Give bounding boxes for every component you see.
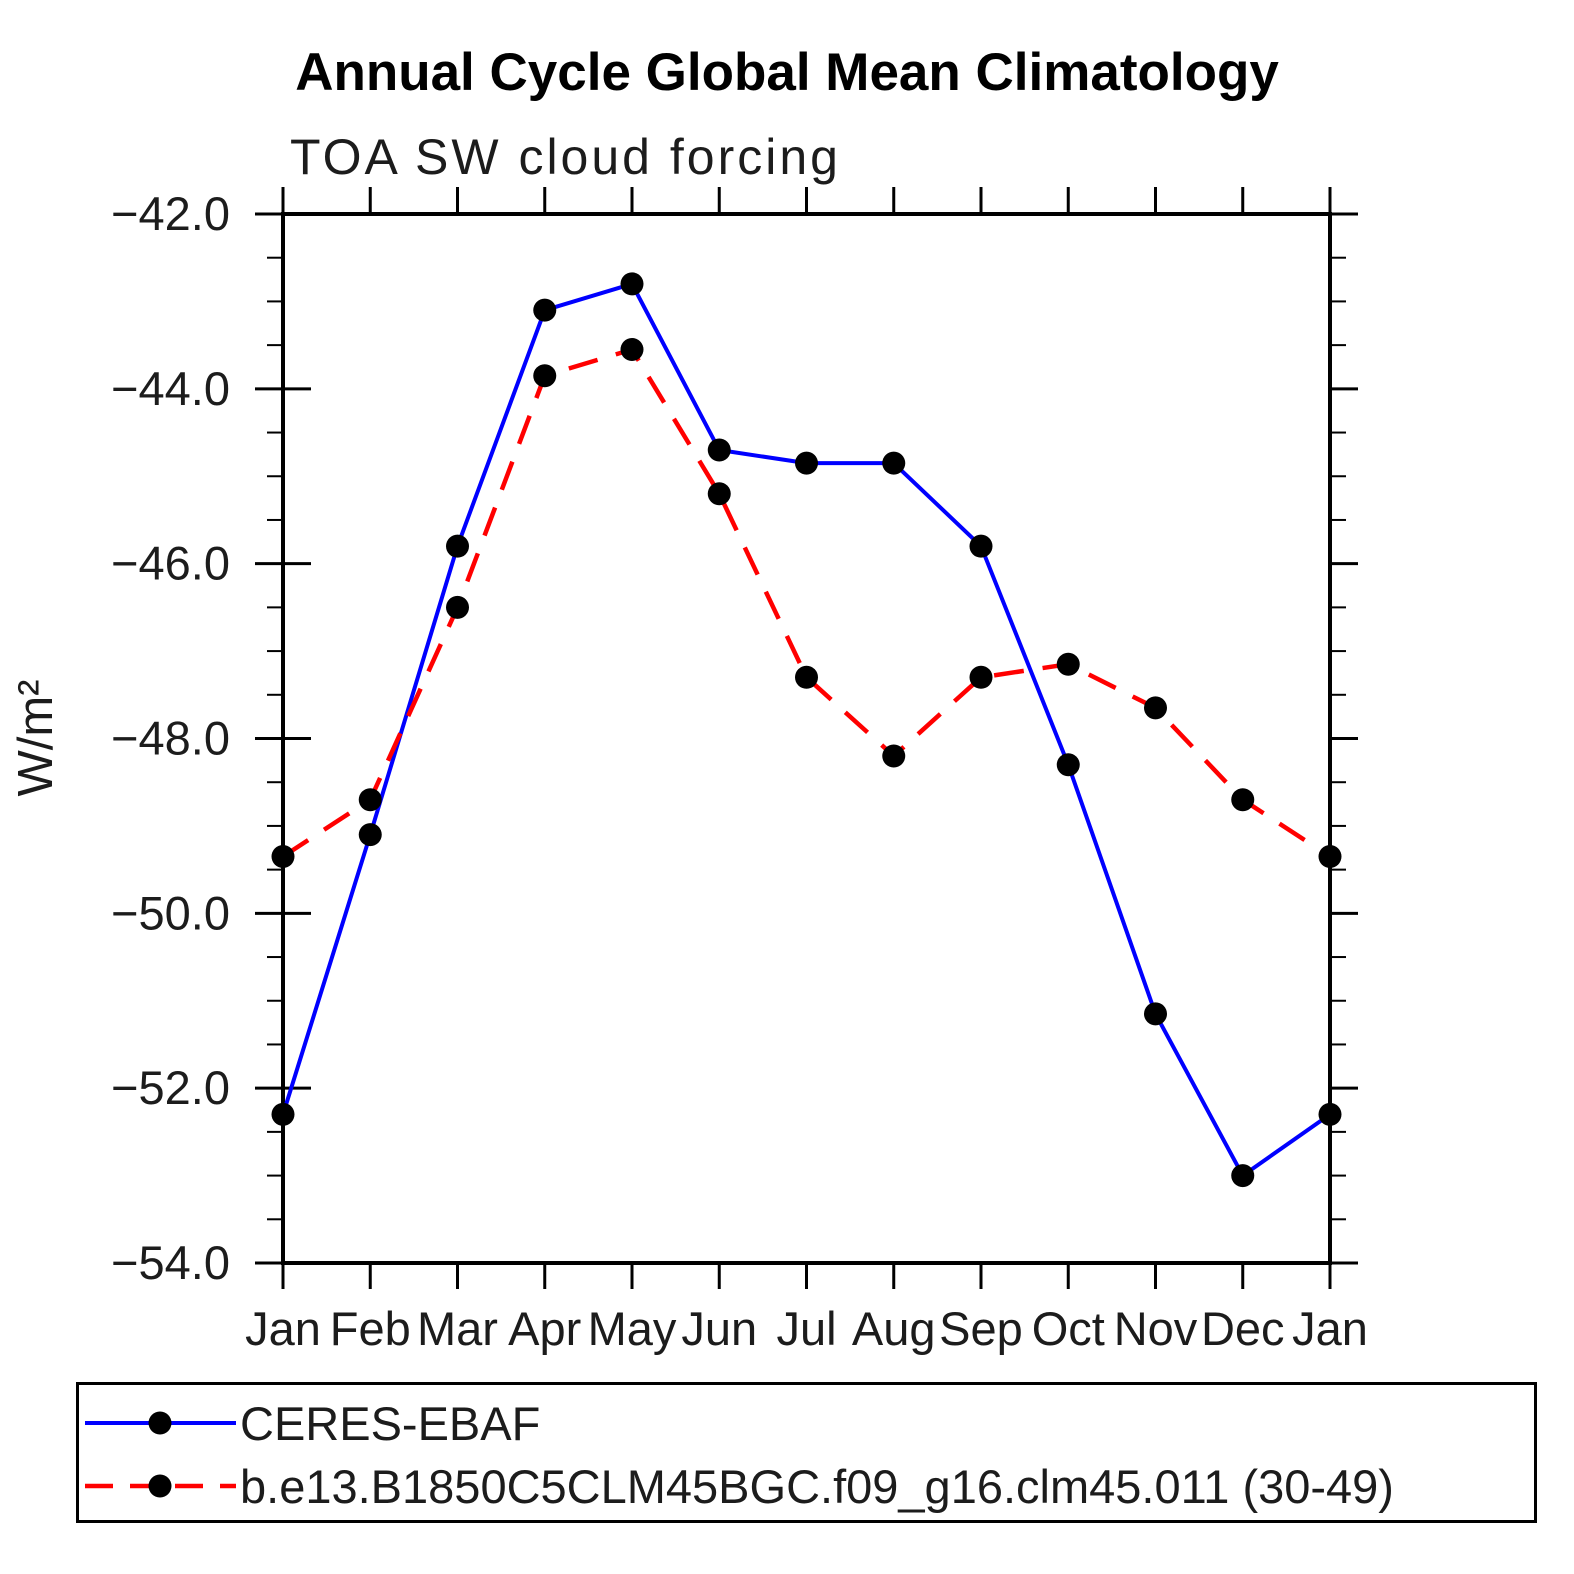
data-point-marker-0 [1144, 1002, 1167, 1026]
y-tick-label: −46.0 [111, 537, 230, 590]
x-tick-label: Nov [1114, 1302, 1198, 1355]
y-axis-title: W/m² [9, 680, 63, 797]
data-point-marker-0 [1318, 1102, 1342, 1126]
legend-item-label: CERES-EBAF [240, 1396, 541, 1450]
legend-item-label: b.e13.B1850C5CLM45BGC.f09_g16.clm45.011 … [240, 1459, 1394, 1513]
data-point-marker-1 [1231, 788, 1255, 812]
x-tick-label: Dec [1201, 1302, 1285, 1355]
y-tick-label: −54.0 [111, 1236, 230, 1289]
data-point-marker-0 [358, 823, 382, 847]
y-tick-label: −48.0 [111, 712, 230, 765]
data-point-marker-1 [533, 364, 557, 388]
x-tick-label: Apr [508, 1302, 581, 1355]
x-tick-label: Mar [417, 1302, 498, 1355]
legend-item-ceres: CERES-EBAF [85, 1396, 541, 1450]
data-point-marker-0 [271, 1102, 295, 1126]
data-point-marker-1 [1056, 652, 1080, 676]
x-tick-label: Feb [330, 1302, 411, 1355]
x-tick-label: May [588, 1302, 677, 1355]
series-line-0 [281, 281, 1332, 1178]
data-point-marker-0 [882, 451, 906, 475]
x-tick-label: Jun [681, 1302, 757, 1355]
legend: CERES-EBAF b.e13.B1850C5CLM45BGC.f09_g16… [76, 1382, 1537, 1523]
data-point-marker-1 [969, 665, 993, 689]
data-point-marker-0 [1231, 1164, 1255, 1188]
data-point-marker-1 [271, 845, 295, 869]
y-tick-label: −44.0 [111, 362, 230, 415]
plot-frame [281, 212, 1332, 1265]
data-point-marker-0 [795, 451, 818, 475]
x-tick-label: Oct [1032, 1302, 1105, 1355]
legend-marker-icon [148, 1474, 172, 1498]
x-tick-label: Sep [939, 1302, 1023, 1355]
data-point-marker-0 [446, 534, 469, 558]
x-tick-label: Jan [245, 1302, 321, 1355]
legend-marker-icon [148, 1411, 172, 1435]
y-tick-label: −50.0 [111, 886, 230, 939]
data-point-marker-1 [707, 482, 731, 506]
data-point-marker-0 [707, 438, 731, 462]
legend-line-sample-dashed [85, 1474, 236, 1498]
legend-item-model: b.e13.B1850C5CLM45BGC.f09_g16.clm45.011 … [85, 1459, 1394, 1513]
data-point-marker-0 [533, 298, 557, 322]
data-point-marker-1 [882, 744, 906, 768]
data-point-marker-1 [1144, 696, 1167, 720]
data-point-marker-1 [358, 788, 382, 812]
x-tick-label: Aug [852, 1302, 936, 1355]
data-point-marker-0 [620, 272, 644, 296]
data-point-marker-1 [620, 337, 644, 361]
data-point-marker-0 [969, 534, 993, 558]
chart-subtitle: TOA SW cloud forcing [290, 129, 841, 185]
data-point-marker-1 [795, 665, 818, 689]
data-point-marker-1 [1318, 845, 1342, 869]
chart-title: Annual Cycle Global Mean Climatology [295, 43, 1279, 102]
data-point-marker-0 [1056, 753, 1080, 777]
data-point-marker-1 [446, 595, 469, 619]
y-tick-label: −52.0 [111, 1061, 230, 1114]
legend-line-sample-solid [85, 1411, 236, 1435]
x-tick-label: Jul [776, 1302, 836, 1355]
y-tick-label: −42.0 [111, 187, 230, 240]
x-tick-label: Jan [1292, 1302, 1368, 1355]
